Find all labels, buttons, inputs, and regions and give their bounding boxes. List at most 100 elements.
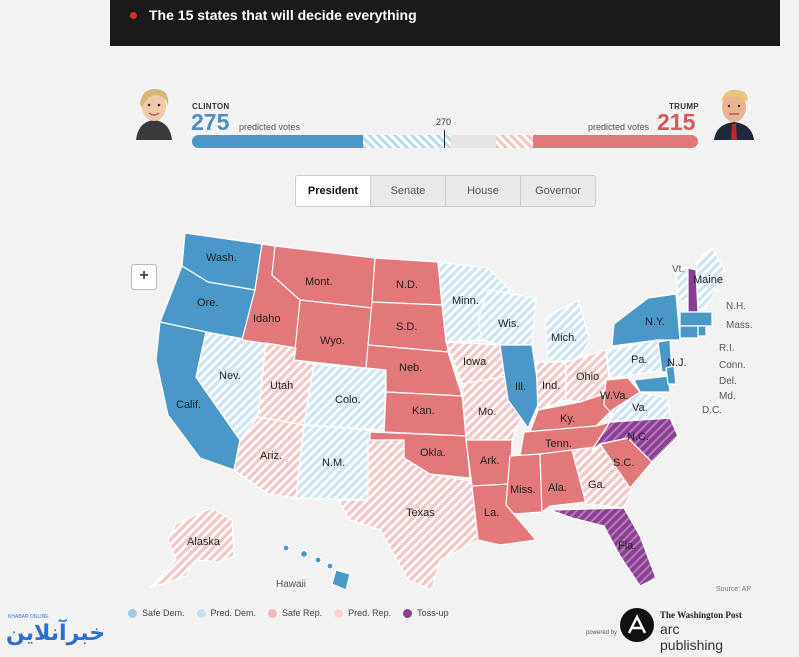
state-ri: [697, 325, 707, 337]
label-sd: S.D.: [396, 321, 417, 333]
label-kan: Kan.: [412, 405, 435, 417]
state-sd: [367, 301, 449, 353]
state-mont: [271, 245, 376, 309]
state-ny: [611, 293, 681, 347]
map-legend: Safe Dem. Pred. Dem. Safe Rep. Pred. Rep…: [128, 608, 449, 618]
electoral-vote-bar: [192, 135, 698, 148]
label-maine: Maine: [693, 274, 723, 286]
bullet-dot: [130, 12, 137, 19]
state-sc: [599, 437, 653, 489]
state-va: [609, 391, 671, 423]
label-ky: Ky.: [560, 413, 575, 425]
trump-name: TRUMP: [669, 102, 699, 111]
state-miss: [505, 453, 543, 515]
label-va: Va.: [632, 402, 648, 414]
state-nc: [591, 417, 679, 463]
legend-item-safe-rep: Safe Rep.: [268, 608, 322, 618]
state-wash: [181, 232, 263, 291]
state-ore: [159, 265, 256, 341]
watermark-big-text: خبرآنلاین: [6, 620, 106, 645]
arc-logo-icon: [620, 608, 654, 642]
headline-link[interactable]: The 15 states that will decide everythin…: [149, 7, 417, 23]
state-nh: [687, 267, 699, 313]
state-maine: [695, 247, 727, 311]
bar-segment-toss-up: [450, 135, 496, 148]
state-mass: [679, 311, 713, 327]
legend-swatch: [128, 608, 137, 618]
state-md: [633, 375, 671, 393]
state-iowa: [445, 341, 509, 385]
legend-swatch: [334, 608, 344, 618]
legend-swatch: [196, 608, 206, 618]
arc-publishing-branding[interactable]: powered by The Washington Post arc publi…: [586, 606, 746, 653]
state-kan: [383, 391, 467, 437]
label-minn: Minn.: [452, 295, 479, 307]
label-nm: N.M.: [322, 457, 345, 469]
washington-post-logo: The Washington Post: [660, 610, 742, 620]
state-minn: [437, 261, 511, 343]
state-nj: [657, 339, 673, 373]
state-neb: [365, 344, 463, 397]
label-ohio: Ohio: [576, 371, 599, 383]
state-utah: [257, 342, 315, 426]
legend-swatch: [268, 608, 278, 618]
state-wyo: [293, 299, 373, 369]
label-ill: Ill.: [515, 381, 526, 393]
label-nc: N.C.: [627, 431, 649, 443]
label-vt: Vt.: [672, 264, 684, 275]
tab-senate[interactable]: Senate: [370, 176, 445, 206]
state-wis: [477, 289, 537, 346]
legend-item-pred-rep: Pred. Rep.: [334, 608, 391, 618]
state-ind: [535, 361, 567, 411]
legend-swatch: [403, 608, 413, 618]
race-tabs: President Senate House Governor: [295, 175, 596, 207]
threshold-marker: [444, 130, 445, 148]
legend-label: Safe Dem.: [142, 608, 185, 618]
state-calif: [155, 321, 241, 471]
powered-by-label: powered by: [586, 630, 618, 636]
state-colo: [303, 363, 387, 431]
label-dc: D.C.: [702, 405, 722, 416]
tab-governor[interactable]: Governor: [520, 176, 595, 206]
top-banner[interactable]: The 15 states that will decide everythin…: [110, 0, 780, 46]
state-nev: [195, 331, 267, 441]
state-alaska: [149, 507, 235, 589]
label-wva: W.Va.: [600, 390, 629, 402]
state-del: [665, 365, 677, 385]
zoom-in-button[interactable]: +: [131, 264, 157, 290]
label-okla: Okla.: [420, 447, 446, 459]
state-nm: [295, 424, 371, 501]
label-alaska: Alaska: [187, 536, 221, 548]
label-nh: N.H.: [726, 301, 746, 312]
state-ark: [465, 439, 513, 487]
state-ala: [539, 449, 587, 513]
label-ark: Ark.: [480, 455, 500, 467]
state-pa: [605, 339, 667, 379]
label-hawaii: Hawaii: [276, 579, 306, 590]
tab-president[interactable]: President: [296, 176, 370, 206]
label-wyo: Wyo.: [320, 335, 345, 347]
legend-label: Toss-up: [417, 608, 449, 618]
label-ga: Ga.: [588, 479, 606, 491]
trump-votes-caption: predicted votes: [588, 122, 650, 132]
state-ariz: [233, 416, 305, 499]
state-tenn: [519, 421, 611, 457]
label-ny: N.Y.: [645, 316, 665, 328]
label-neb: Neb.: [399, 362, 422, 374]
label-del: Del.: [719, 376, 737, 387]
label-idaho: Idaho: [253, 313, 281, 325]
state-texas: [337, 439, 479, 591]
clinton-votes-caption: predicted votes: [239, 122, 301, 132]
label-ore: Ore.: [197, 297, 218, 309]
clinton-avatar: [130, 82, 178, 140]
tab-house[interactable]: House: [445, 176, 520, 206]
label-calif: Calif.: [176, 399, 201, 411]
label-nj: N.J.: [667, 357, 687, 369]
legend-item-safe-dem: Safe Dem.: [128, 608, 185, 618]
label-md: Md.: [719, 391, 736, 402]
label-wis: Wis.: [498, 318, 519, 330]
legend-label: Pred. Rep.: [348, 608, 392, 618]
state-idaho: [241, 243, 301, 349]
state-mich: [544, 299, 591, 363]
